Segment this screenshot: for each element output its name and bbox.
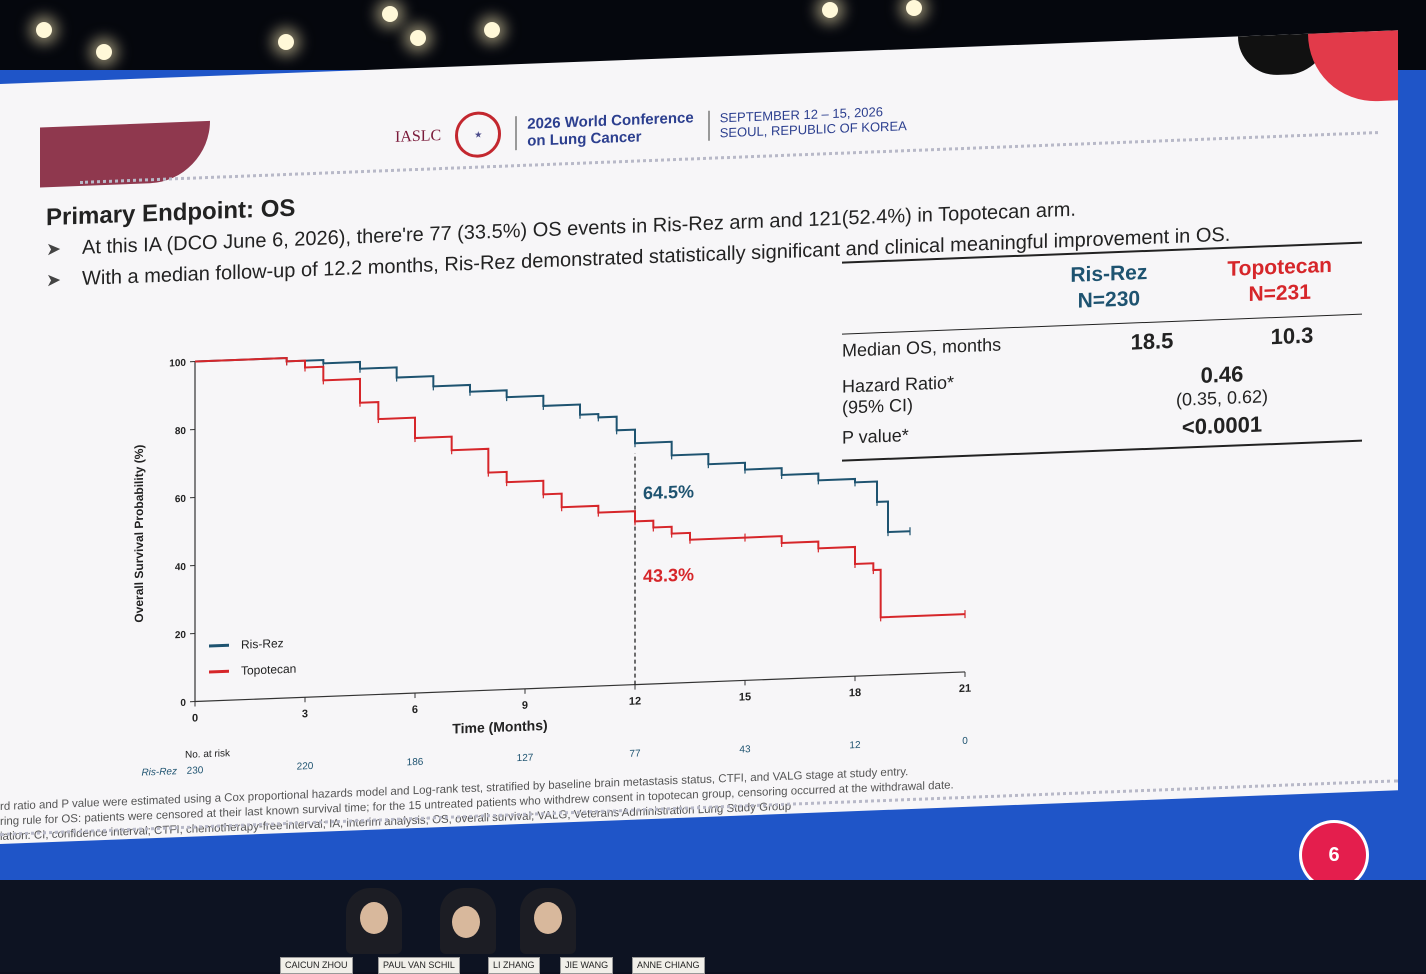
slide-decoration-right — [1308, 30, 1398, 103]
bullet-arrow-icon: ➤ — [46, 233, 66, 265]
legend-label-topotecan: Topotecan — [241, 662, 296, 678]
stage-light — [484, 22, 500, 38]
stage-light — [96, 44, 112, 60]
ris-rez-survival-curve — [195, 334, 910, 559]
stage-light — [382, 6, 398, 22]
at-risk-count: 220 — [297, 761, 314, 773]
x-tick-label: 6 — [412, 704, 418, 716]
at-risk-count: 27 — [739, 758, 751, 769]
panel-stage — [0, 880, 1426, 972]
x-tick-label: 18 — [849, 687, 861, 699]
name-card: ANNE CHIANG — [632, 957, 705, 974]
x-tick-label: 9 — [522, 700, 528, 712]
y-tick-label: 80 — [175, 426, 187, 437]
at-risk-count: 77 — [629, 748, 641, 759]
stage-light — [906, 0, 922, 16]
presentation-slide: IASLC ★ 2026 World Conference on Lung Ca… — [0, 30, 1398, 844]
at-risk-count: 146 — [407, 771, 424, 780]
at-risk-count: 12 — [849, 740, 861, 751]
y-tick-label: 40 — [175, 562, 187, 573]
stage-light — [410, 30, 426, 46]
at-risk-row-label: Ris-Rez — [141, 766, 177, 778]
x-axis-label: Time (Months) — [452, 717, 547, 737]
ris-rez-n: N=230 — [1070, 286, 1147, 315]
hazard-ratio-label: Hazard Ratio* (95% CI) — [842, 367, 1082, 418]
topotecan-name: Topotecan — [1227, 253, 1332, 283]
topotecan-n: N=231 — [1227, 279, 1332, 309]
legend-swatch-topotecan — [209, 671, 229, 672]
conference-name: 2026 World Conference on Lung Cancer — [515, 109, 693, 150]
annotation-topotecan: 43.3% — [643, 564, 694, 586]
at-risk-header: No. at risk — [185, 748, 231, 761]
name-card: JIE WANG — [560, 957, 613, 974]
x-tick-label: 12 — [629, 695, 641, 707]
at-risk-count: 186 — [407, 757, 424, 769]
ris-rez-name: Ris-Rez — [1070, 260, 1147, 289]
at-risk-count: 195 — [297, 775, 314, 780]
y-tick-label: 20 — [175, 630, 187, 641]
at-risk-count: 231 — [187, 779, 204, 780]
at-risk-count: 0 — [962, 750, 968, 761]
annotation-ris-rez: 64.5% — [643, 481, 694, 503]
y-tick-label: 60 — [175, 494, 187, 505]
at-risk-count: 127 — [517, 752, 534, 764]
stage-light — [36, 22, 52, 38]
legend-swatch-ris-rez — [209, 645, 229, 646]
x-tick-label: 21 — [959, 683, 971, 695]
panelist-head — [534, 902, 562, 934]
median-os-topotecan: 10.3 — [1222, 321, 1362, 352]
y-axis-label: Overall Survival Probability (%) — [132, 444, 146, 623]
results-table: Ris-Rez N=230 Topotecan N=231 Median OS,… — [842, 242, 1362, 462]
at-risk-count: 11 — [850, 754, 861, 765]
y-tick-label: 100 — [169, 358, 186, 370]
y-tick-label: 0 — [180, 698, 186, 709]
at-risk-count: 230 — [187, 765, 204, 777]
panelist-head — [360, 902, 388, 934]
name-card: PAUL VAN SCHIL — [378, 957, 460, 974]
bullet-arrow-icon: ➤ — [46, 264, 66, 296]
at-risk-count: 0 — [962, 736, 968, 747]
name-card: CAICUN ZHOU — [280, 957, 353, 974]
conference-seal-icon: ★ — [455, 111, 501, 159]
stage-light — [278, 34, 294, 50]
ris-rez-column-header: Ris-Rez N=230 — [1070, 260, 1147, 315]
name-card: LI ZHANG — [488, 957, 540, 974]
x-tick-label: 15 — [739, 691, 751, 703]
x-tick-label: 3 — [302, 708, 308, 720]
conference-header: IASLC ★ 2026 World Conference on Lung Ca… — [395, 95, 907, 161]
topotecan-column-header: Topotecan N=231 — [1227, 253, 1332, 309]
x-tick-label: 0 — [192, 712, 198, 724]
p-value: <0.0001 — [1082, 408, 1362, 445]
stage-light — [822, 2, 838, 18]
legend-label-ris-rez: Ris-Rez — [241, 636, 284, 652]
conference-dates: SEPTEMBER 12 – 15, 2026 SEOUL, REPUBLIC … — [708, 103, 907, 141]
iaslc-logo: IASLC — [395, 127, 441, 147]
p-value-label: P value* — [842, 418, 1082, 448]
at-risk-count: 43 — [739, 744, 751, 755]
panelist-head — [452, 906, 480, 938]
median-os-label: Median OS, months — [842, 331, 1082, 361]
median-os-ris-rez: 18.5 — [1082, 326, 1222, 357]
page-number-badge: 6 — [1302, 823, 1366, 887]
at-risk-count: 86 — [519, 767, 531, 778]
at-risk-count: 50 — [629, 762, 641, 773]
